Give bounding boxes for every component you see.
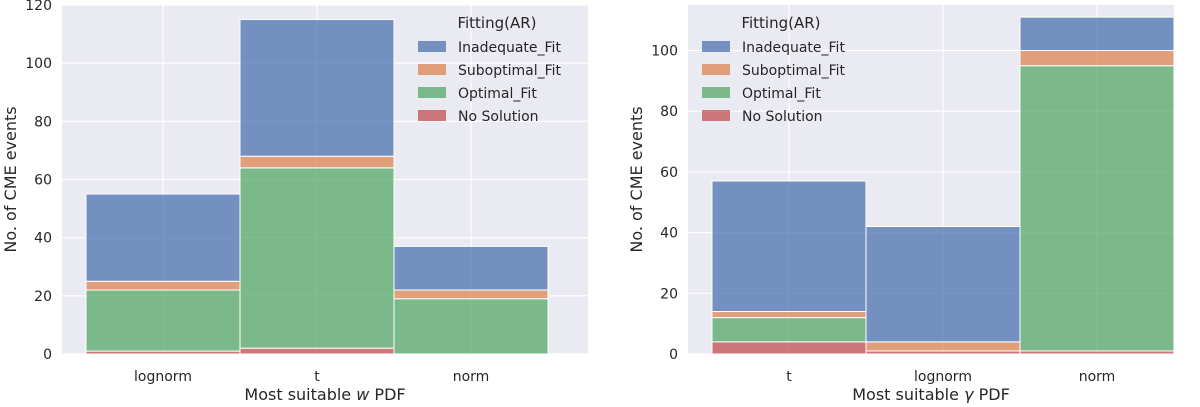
legend-swatch <box>702 41 730 52</box>
y-tick-label: 100 <box>651 44 678 60</box>
x-axis-label: Most suitable w PDF <box>244 385 405 403</box>
y-axis-label: No. of CME events <box>627 106 646 252</box>
x-tick-label: t <box>786 369 792 385</box>
y-tick-label: 60 <box>34 173 52 189</box>
x-tick-label: norm <box>1079 369 1116 385</box>
bar-segment-optimal-fit-t <box>239 167 395 349</box>
y-tick-label: 0 <box>43 347 52 363</box>
y-tick-label: 100 <box>25 56 52 72</box>
legend-entry: Inadequate_Fit <box>458 40 561 56</box>
legend-swatch <box>418 87 446 98</box>
chart-2: 0 20 40 60 80 100 t lognorm norm Most suitable γ … <box>627 5 1175 404</box>
y-tick-label: 80 <box>34 114 52 130</box>
legend-swatch <box>418 41 446 52</box>
legend-entry: Optimal_Fit <box>742 86 821 102</box>
y-tick-label: 60 <box>660 165 678 181</box>
x-axis-label-prefix: Most suitable <box>244 385 356 403</box>
legend-title: Fitting(AR) <box>457 14 536 32</box>
x-tick-label: lognorm <box>914 369 972 385</box>
x-axis-label-suffix: PDF <box>369 385 405 403</box>
y-tick-label: 40 <box>34 231 52 247</box>
legend-swatch <box>418 110 446 121</box>
bar-segment-suboptimal-fit-lognorm <box>865 341 1021 352</box>
bar-segment-inadequate-fit-lognorm <box>865 226 1021 343</box>
bar-segment-suboptimal-fit-lognorm <box>85 280 241 291</box>
y-axis-label: No. of CME events <box>1 106 20 252</box>
x-tick-label: t <box>314 369 320 385</box>
legend-entry: Inadequate_Fit <box>742 40 845 56</box>
bar-segment-optimal-fit-t <box>711 317 867 343</box>
bar-segment-inadequate-fit-norm <box>393 245 549 291</box>
bar-segment-suboptimal-fit-norm <box>393 289 549 300</box>
legend-entry: Optimal_Fit <box>458 86 537 102</box>
bar-segment-no-solution-t <box>239 347 395 355</box>
bar-segment-no-solution-t <box>711 341 867 355</box>
legend-swatch <box>702 87 730 98</box>
legend: Fitting(AR) Inadequate_Fit Suboptimal_Fit O… <box>702 14 846 125</box>
x-axis-label-prefix: Most suitable <box>852 385 964 403</box>
x-tick-label: lognorm <box>134 369 192 385</box>
bar-segment-inadequate-fit-t <box>711 180 867 313</box>
bar-segment-optimal-fit-norm <box>1019 65 1175 352</box>
legend-entry: No Solution <box>742 109 823 125</box>
y-tick-label: 0 <box>669 347 678 363</box>
legend-entry: Suboptimal_Fit <box>458 63 562 79</box>
legend-swatch <box>702 64 730 75</box>
bar-segment-inadequate-fit-lognorm <box>85 193 241 282</box>
x-axis-label-symbol: γ <box>964 385 975 403</box>
bar-segment-suboptimal-fit-t <box>711 311 867 319</box>
y-tick-label: 20 <box>660 286 678 302</box>
y-tick-label: 80 <box>660 104 678 120</box>
legend-title: Fitting(AR) <box>741 14 820 32</box>
bar-segment-optimal-fit-lognorm <box>85 289 241 352</box>
legend-entry: Suboptimal_Fit <box>742 63 846 79</box>
x-tick-label: norm <box>453 369 490 385</box>
bar-segment-optimal-fit-norm <box>393 298 549 355</box>
chart-1: 0 20 40 60 80 100 120 lognorm t norm Most suitable… <box>1 0 588 404</box>
legend-swatch <box>418 64 446 75</box>
bar-segment-inadequate-fit-t <box>239 19 395 157</box>
bar-segment-inadequate-fit-norm <box>1019 16 1175 52</box>
legend-entry: No Solution <box>458 109 539 125</box>
x-axis-label: Most suitable γ PDF <box>852 385 1010 403</box>
legend-swatch <box>702 110 730 121</box>
bar-segment-suboptimal-fit-norm <box>1019 50 1175 67</box>
x-axis-label-suffix: PDF <box>974 385 1010 403</box>
y-tick-label: 120 <box>25 0 52 14</box>
bar-segment-suboptimal-fit-t <box>239 155 395 169</box>
y-tick-label: 40 <box>660 226 678 242</box>
legend: Fitting(AR) Inadequate_Fit Suboptimal_Fit O… <box>418 14 562 125</box>
y-tick-label: 20 <box>34 289 52 305</box>
x-axis-label-symbol: w <box>356 385 370 403</box>
